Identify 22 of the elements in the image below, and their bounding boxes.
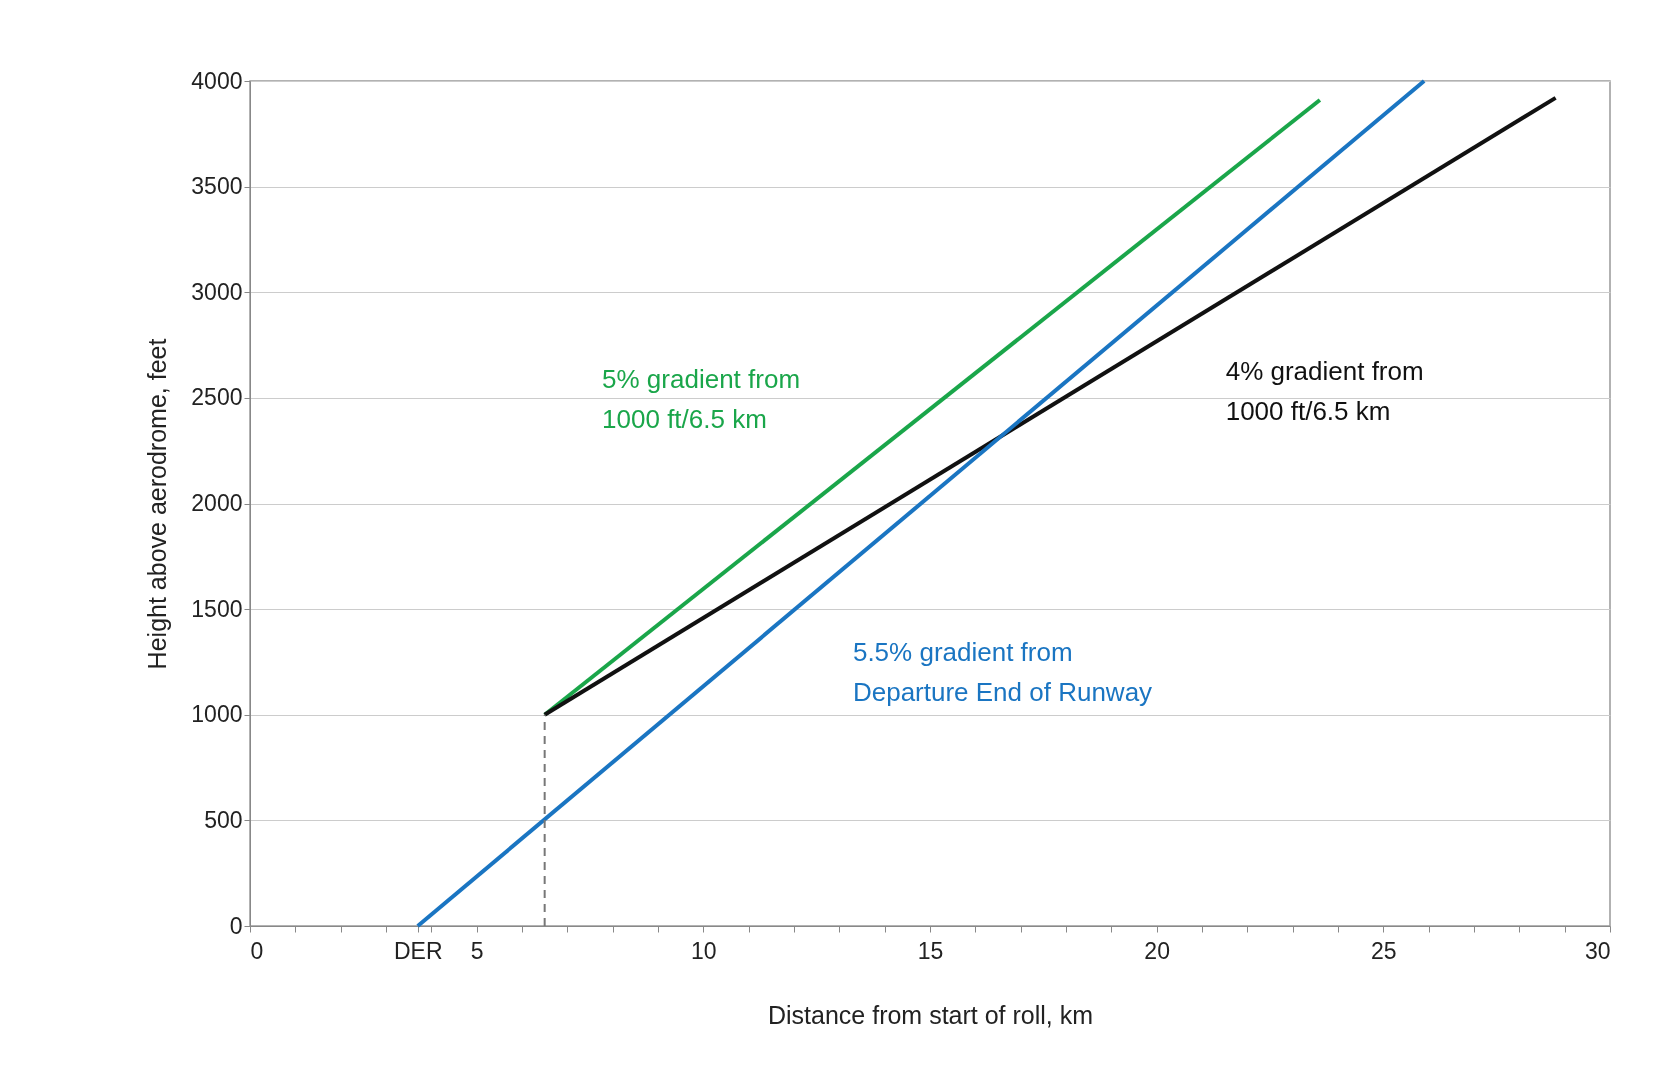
x-axis-title: Distance from start of roll, km <box>767 1000 1094 1029</box>
x-tick-label: 30 <box>1584 937 1611 964</box>
x-tick-label: 5 <box>470 937 484 964</box>
y-tick-label: 1500 <box>191 595 243 622</box>
annotation: 5% gradient from 1000 ft/6.5 km <box>602 364 801 435</box>
y-tick-label: 3500 <box>191 173 243 200</box>
x-tick-label: 25 <box>1371 937 1397 964</box>
y-tick-label: 2500 <box>191 384 243 411</box>
x-tick-label: DER <box>393 937 443 964</box>
y-axis-title: Height above aerodrome, feet <box>143 338 172 670</box>
y-tick-label: 1000 <box>191 701 243 728</box>
x-tick-label: 15 <box>917 937 944 964</box>
y-tick-label: 2000 <box>191 490 243 516</box>
y-tick-label: 4000 <box>191 67 243 94</box>
y-tick-label: 500 <box>204 806 243 833</box>
x-tick-label: 20 <box>1144 937 1170 964</box>
annotation: 4% gradient from 1000 ft/6.5 km <box>1225 355 1424 426</box>
annotation: 5.5% gradient from Departure End of Runway <box>852 636 1153 707</box>
y-tick-label: 3000 <box>191 278 243 305</box>
y-tick-label: 0 <box>229 912 243 939</box>
x-tick-label: 0 <box>250 937 264 964</box>
x-tick-label: 10 <box>691 937 717 964</box>
